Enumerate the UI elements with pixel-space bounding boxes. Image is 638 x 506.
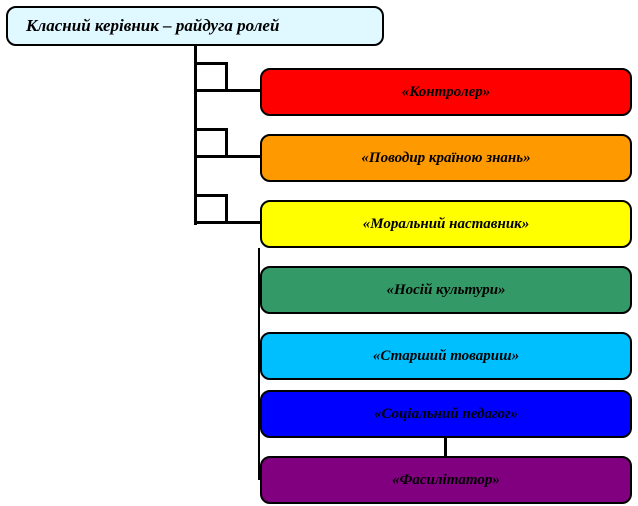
role-box-2: «Моральний наставник» <box>260 200 632 248</box>
role-box-0: «Контролер» <box>260 68 632 116</box>
role-box-5: «Соціальний педагог» <box>260 390 632 438</box>
tail-line <box>444 438 447 456</box>
branch-side-0 <box>225 62 228 92</box>
branch-top-2 <box>194 194 225 197</box>
branch-top-1 <box>194 128 225 131</box>
role-box-4: «Старший товариш» <box>260 332 632 380</box>
trunk-line <box>194 46 197 225</box>
title-box: Класний керівник – райдуга ролей <box>6 6 384 46</box>
role-box-3: «Носій культури» <box>260 266 632 314</box>
branch-side-1 <box>225 128 228 158</box>
role-box-1: «Поводир країною знань» <box>260 134 632 182</box>
branch-top-0 <box>194 62 225 65</box>
branch-bot-1 <box>194 155 260 158</box>
role-box-6: «Фасилітатор» <box>260 456 632 504</box>
branch-side-2 <box>225 194 228 224</box>
branch-bot-0 <box>194 89 260 92</box>
branch-bot-2 <box>194 221 260 224</box>
